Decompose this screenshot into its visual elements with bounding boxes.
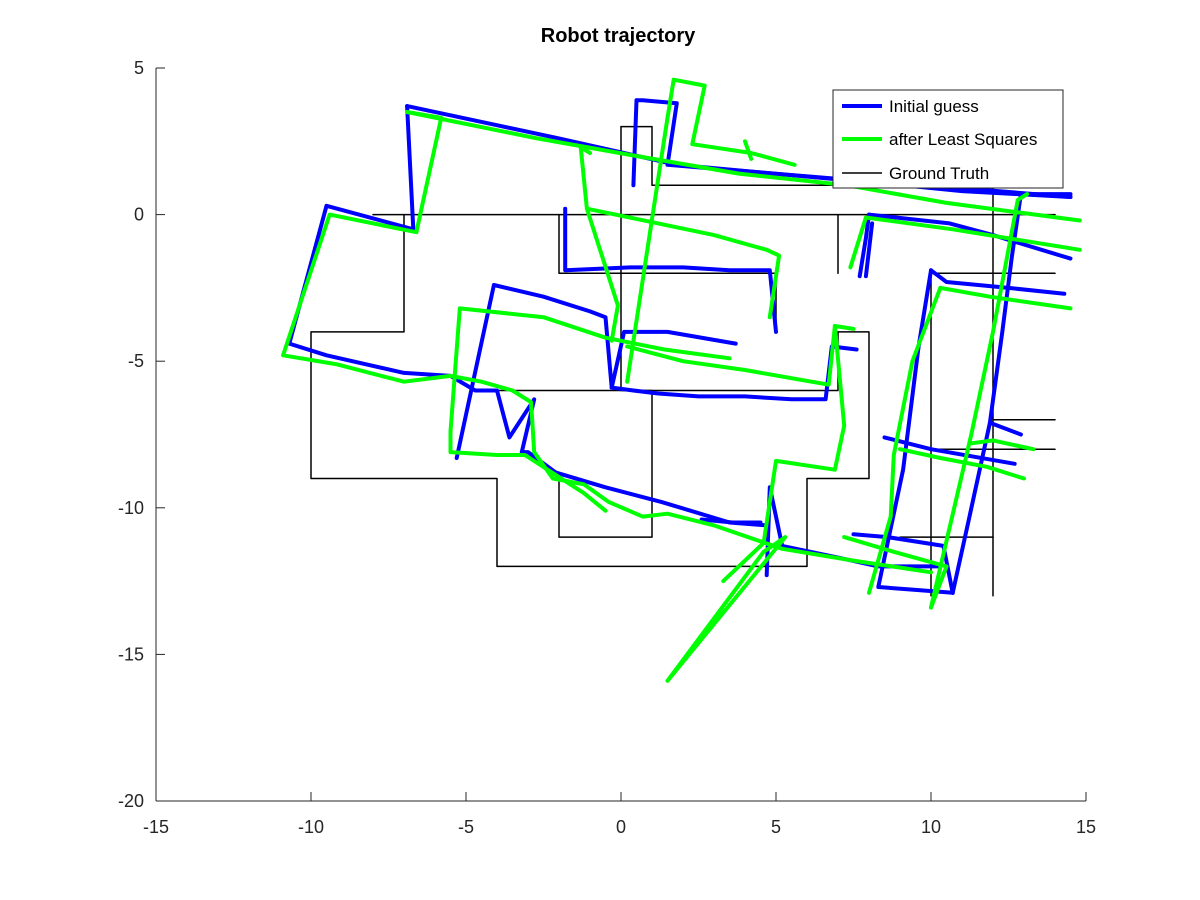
legend-label-ground-truth: Ground Truth — [889, 164, 989, 183]
series-initial-guess-path — [454, 283, 859, 460]
series-initial-guess-path — [929, 268, 1067, 296]
series-initial-guess-path — [563, 206, 778, 334]
series-least-squares-path — [929, 192, 1030, 610]
series-initial-guess-path — [876, 268, 955, 595]
series-least-squares-path — [448, 306, 732, 434]
y-tick-label: -10 — [118, 498, 144, 518]
series-initial-guess-path — [851, 532, 955, 595]
legend-label-least-squares: after Least Squares — [889, 130, 1037, 149]
series-least-squares-path — [625, 324, 856, 387]
x-tick-label: -10 — [298, 817, 324, 837]
y-tick-label: -15 — [118, 644, 144, 664]
x-tick-label: -15 — [143, 817, 169, 837]
series-initial-guess-path — [987, 192, 1073, 425]
series-initial-guess-path — [867, 212, 1073, 261]
series-least-squares-path — [842, 535, 949, 610]
series-ground-truth-path — [620, 125, 839, 392]
series-least-squares-path — [578, 145, 589, 211]
series-least-squares-path — [743, 139, 754, 161]
series-least-squares-path — [969, 438, 1036, 452]
series-initial-guess-path — [631, 98, 639, 188]
series-least-squares-path — [898, 447, 1026, 481]
series-ground-truth — [310, 125, 1056, 597]
legend: Initial guess after Least Squares Ground… — [832, 89, 1064, 189]
series-least-squares-path — [625, 77, 797, 384]
chart-title: Robot trajectory — [541, 25, 696, 47]
series-least-squares-path — [281, 110, 933, 575]
series-least-squares-path — [665, 535, 788, 683]
series-least-squares-path — [584, 206, 782, 343]
x-tick-label: 5 — [771, 817, 781, 837]
series-initial-guess-path — [634, 98, 1073, 199]
series-least-squares-path — [938, 285, 1073, 311]
x-tick-label: 15 — [1076, 817, 1096, 837]
series-initial-guess-path — [863, 221, 875, 279]
series-least-squares-path — [448, 429, 608, 513]
x-tick-label: -5 — [458, 817, 474, 837]
x-tick-label: 10 — [921, 817, 941, 837]
series-initial-guess-path — [950, 420, 1023, 595]
series-least-squares-path — [721, 324, 847, 584]
y-tick-label: -20 — [118, 791, 144, 811]
series-layer — [281, 77, 1082, 683]
y-tick-label: 0 — [134, 205, 144, 225]
series-ground-truth-path — [496, 389, 653, 538]
series-initial-guess-path — [699, 517, 763, 525]
y-tick-label: -5 — [128, 351, 144, 371]
series-least-squares-path — [405, 110, 1082, 223]
axes: -15 -10 -5 0 5 10 15 5 0 -5 -10 -15 -20 — [118, 58, 1096, 837]
series-least-squares-path — [867, 285, 943, 595]
series-initial-guess-path — [609, 329, 738, 390]
y-tick-label: 5 — [134, 58, 144, 78]
series-initial-guess-path — [857, 212, 871, 279]
series-least-squares-path — [848, 215, 1082, 270]
series-least-squares — [281, 77, 1082, 683]
series-ground-truth-path — [558, 213, 777, 333]
x-tick-label: 0 — [616, 817, 626, 837]
series-initial-guess-path — [882, 435, 1017, 466]
legend-label-initial-guess: Initial guess — [889, 97, 979, 116]
series-ground-truth-path — [310, 213, 870, 568]
